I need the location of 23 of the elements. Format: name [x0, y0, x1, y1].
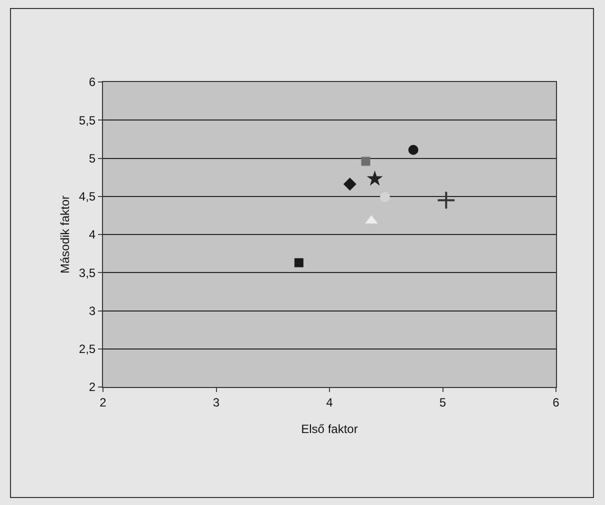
y-tick-label: 3	[88, 304, 96, 318]
x-tick-label: 4	[326, 395, 334, 410]
point	[343, 178, 356, 191]
point	[408, 144, 418, 155]
y-axis-title: Második faktor	[58, 195, 72, 274]
y-tick-label: 2,5	[78, 342, 96, 356]
y-tick-label: 4,5	[78, 190, 96, 204]
x-axis-title: Első faktor	[301, 422, 358, 436]
y-tick-label: 6	[88, 75, 96, 90]
x-tick-label: 5	[439, 395, 446, 410]
y-tick-label: 5	[88, 151, 96, 166]
x-tick-label: 6	[552, 395, 560, 410]
point	[294, 258, 304, 268]
point	[436, 190, 456, 210]
x-tick-label: 2	[100, 395, 107, 410]
point	[361, 156, 370, 166]
y-tick-label: 2	[88, 380, 96, 394]
x-tick-label: 3	[212, 395, 220, 410]
y-tick-label: 3,5	[78, 266, 96, 280]
y-tick-label: 5,5	[78, 113, 96, 128]
y-tick-label: 4	[88, 228, 96, 242]
point	[366, 170, 383, 186]
point	[380, 192, 390, 202]
